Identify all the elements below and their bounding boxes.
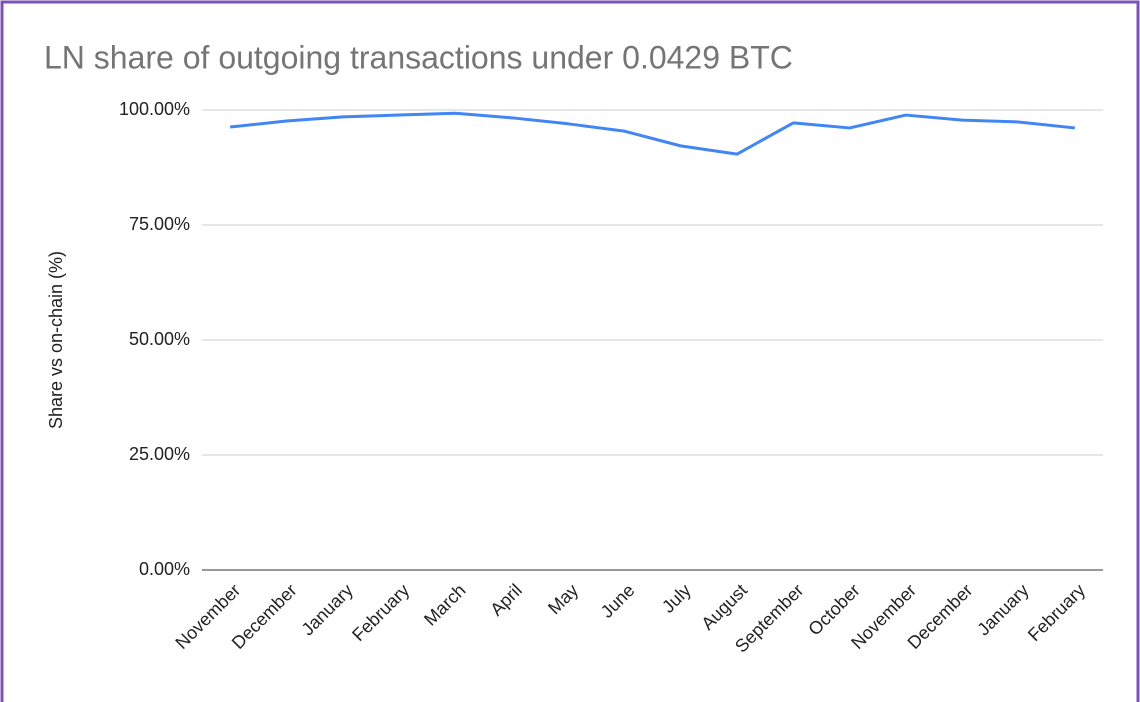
x-tick-label: June (597, 580, 639, 622)
y-tick-label: 50.00% (129, 329, 190, 349)
data-line (229, 111, 1075, 156)
x-tick-label: August (697, 580, 751, 634)
x-tick-label: March (420, 580, 470, 630)
x-tick-label: July (658, 580, 695, 617)
y-tick-label: 0.00% (139, 559, 190, 579)
x-tick-label: February (1024, 580, 1089, 645)
y-tick-label: 25.00% (129, 444, 190, 464)
y-tick-label: 100.00% (119, 99, 190, 119)
y-tick-label: 75.00% (129, 214, 190, 234)
y-axis-label: Share vs on-chain (%) (46, 251, 66, 429)
x-tick-label: April (486, 580, 526, 620)
chart-title: LN share of outgoing transactions under … (44, 39, 793, 75)
x-tick-label: February (348, 580, 413, 645)
x-tick-label: May (544, 580, 582, 618)
